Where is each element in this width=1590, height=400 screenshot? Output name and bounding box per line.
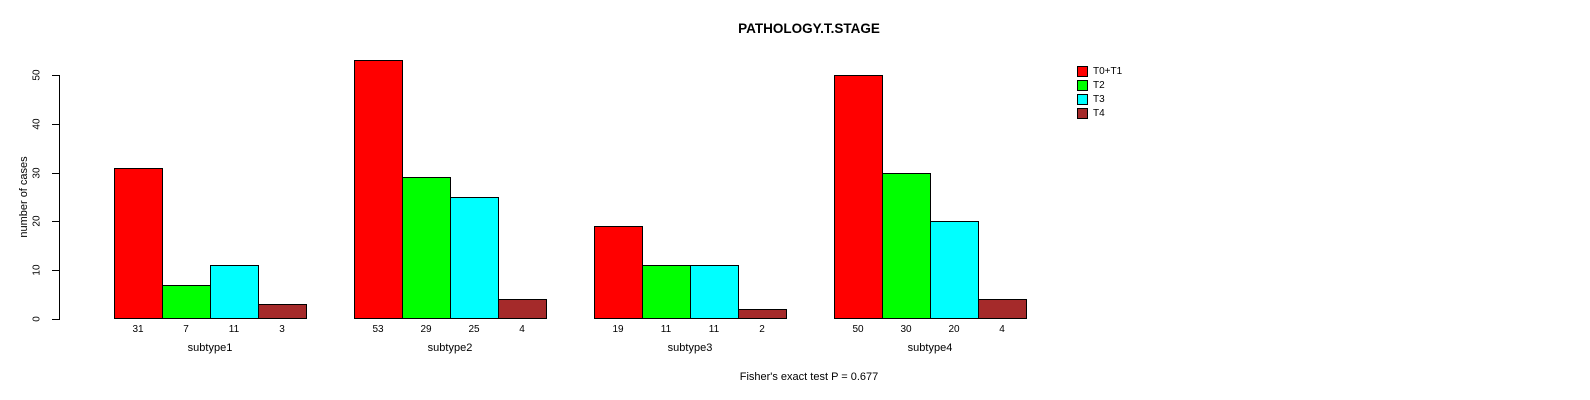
bar-subtype2-T2 — [402, 177, 451, 319]
y-axis-tick-label: 30 — [31, 167, 43, 179]
y-axis-tick-mark — [52, 270, 59, 272]
bar-subtype3-T4 — [738, 309, 787, 319]
y-axis-tick-mark — [52, 221, 59, 223]
y-axis-label: number of cases — [18, 156, 30, 238]
bar-subtype1-T4 — [258, 304, 307, 319]
bar-subtype1-T2 — [162, 285, 211, 319]
y-axis-line — [59, 75, 60, 320]
bar-subtype3-T3 — [690, 265, 739, 319]
bar-subtype1-T0+T1 — [114, 168, 163, 319]
bar-subtype3-T0+T1 — [594, 226, 643, 319]
bar-value-label: 11 — [228, 324, 240, 335]
bar-subtype4-T0+T1 — [834, 75, 883, 319]
bar-value-label: 4 — [519, 324, 525, 335]
bar-subtype1-T3 — [210, 265, 259, 319]
y-axis-tick-mark — [52, 75, 59, 76]
chart-title: PATHOLOGY.T.STAGE — [738, 21, 880, 36]
legend-row-T4: T4 — [1077, 108, 1122, 119]
bar-value-label: 31 — [132, 324, 144, 335]
category-label-subtype1: subtype1 — [187, 342, 233, 354]
legend-swatch-icon — [1077, 80, 1088, 91]
y-axis-tick-label: 0 — [31, 316, 43, 322]
y-axis-tick-mark — [52, 319, 59, 320]
bar-subtype2-T0+T1 — [354, 60, 403, 319]
legend-row-T2: T2 — [1077, 80, 1122, 91]
bar-subtype4-T3 — [930, 221, 979, 319]
bar-value-label: 50 — [852, 324, 864, 335]
legend-swatch-icon — [1077, 108, 1088, 119]
bar-value-label: 2 — [759, 324, 765, 335]
bar-subtype4-T2 — [882, 173, 931, 319]
bar-value-label: 20 — [948, 324, 960, 335]
bar-value-label: 53 — [372, 324, 384, 335]
bar-subtype3-T2 — [642, 265, 691, 319]
y-axis-tick-label: 10 — [31, 264, 43, 276]
legend-swatch-icon — [1077, 66, 1088, 77]
bar-value-label: 7 — [183, 324, 189, 335]
category-label-subtype2: subtype2 — [427, 342, 473, 354]
category-label-subtype3: subtype3 — [667, 342, 713, 354]
bar-subtype2-T3 — [450, 197, 499, 319]
category-label-subtype4: subtype4 — [907, 342, 953, 354]
legend-row-T3: T3 — [1077, 94, 1122, 105]
bar-value-label: 29 — [420, 324, 432, 335]
legend-label: T3 — [1093, 94, 1105, 105]
y-axis-tick-label: 40 — [31, 118, 43, 130]
y-axis-tick-mark — [52, 123, 59, 125]
bar-value-label: 11 — [660, 324, 672, 335]
bar-value-label: 25 — [468, 324, 480, 335]
bar-value-label: 19 — [612, 324, 624, 335]
legend: T0+T1 T2 T3 T4 — [1077, 66, 1122, 119]
legend-row-T0+T1: T0+T1 — [1077, 66, 1122, 77]
y-axis-tick-label: 50 — [31, 69, 43, 81]
bar-value-label: 30 — [900, 324, 912, 335]
legend-label: T4 — [1093, 108, 1105, 119]
statistical-test-annotation: Fisher's exact test P = 0.677 — [739, 371, 879, 383]
bar-subtype4-T4 — [978, 299, 1027, 319]
y-axis-tick-mark — [52, 172, 59, 174]
y-axis-tick-label: 20 — [31, 215, 43, 227]
bar-value-label: 3 — [279, 324, 285, 335]
bar-value-label: 11 — [708, 324, 720, 335]
legend-swatch-icon — [1077, 94, 1088, 105]
bar-subtype2-T4 — [498, 299, 547, 319]
bar-value-label: 4 — [999, 324, 1005, 335]
legend-label: T2 — [1093, 80, 1105, 91]
legend-label: T0+T1 — [1093, 66, 1123, 77]
